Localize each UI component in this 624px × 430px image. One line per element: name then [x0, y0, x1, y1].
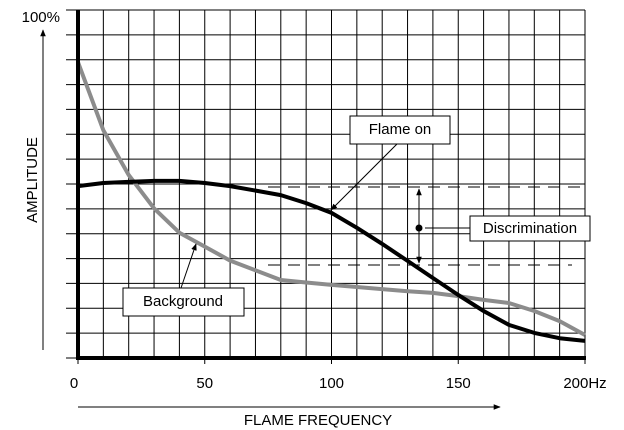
- label-box: [349, 115, 451, 145]
- lines: [76, 61, 586, 343]
- x-tick-label: 200Hz: [563, 375, 606, 392]
- annotation: Discrimination: [483, 220, 577, 237]
- series-label: Background: [143, 293, 223, 310]
- leader: [330, 142, 399, 211]
- dot: [415, 224, 423, 232]
- leader: [180, 243, 197, 289]
- x-tick-label: 0: [70, 375, 78, 392]
- label-box: [469, 215, 591, 242]
- y-tick-label: 100%: [22, 9, 60, 26]
- label-box: [122, 287, 245, 317]
- x-axis-title: FLAME FREQUENCY: [244, 412, 392, 429]
- x-tick-label: 50: [196, 375, 213, 392]
- x-tick-label: 150: [446, 375, 471, 392]
- x-tick-label: 100: [319, 375, 344, 392]
- y-axis-title: AMPLITUDE: [24, 137, 41, 223]
- series-label: Flame on: [369, 121, 432, 138]
- series-line: [76, 61, 586, 337]
- series-line: [77, 178, 586, 343]
